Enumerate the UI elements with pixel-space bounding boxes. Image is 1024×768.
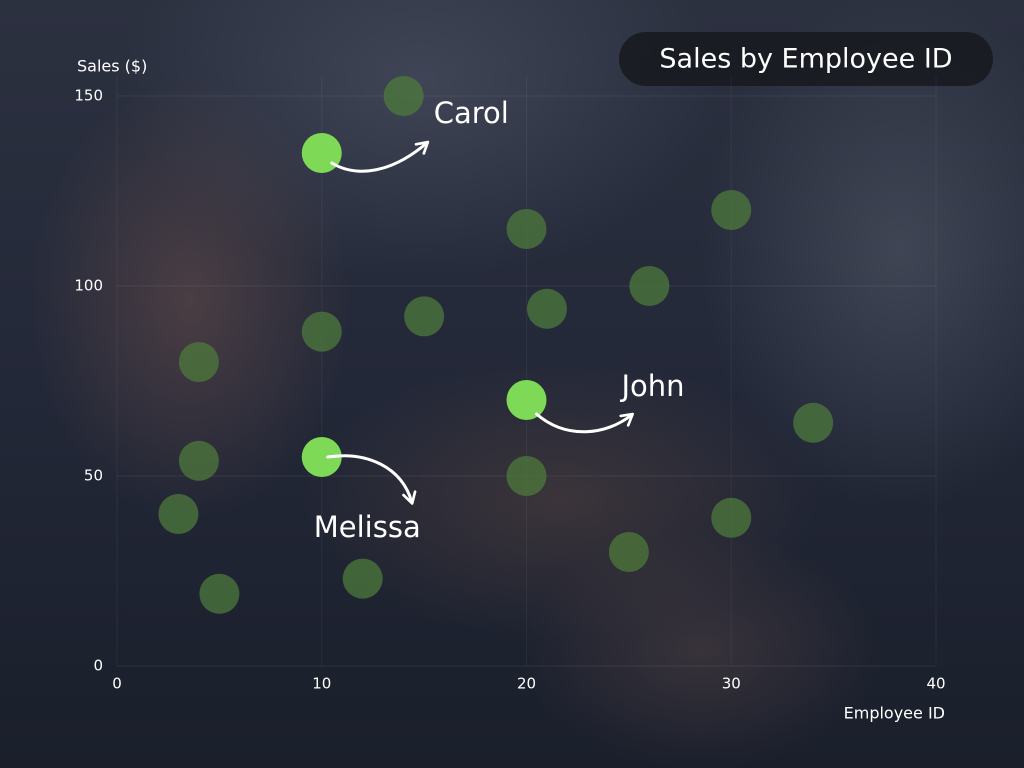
data-point bbox=[342, 558, 383, 599]
data-point bbox=[301, 311, 342, 352]
annotation-label: Carol bbox=[434, 96, 509, 130]
data-point bbox=[178, 342, 219, 382]
chart-title: Sales by Employee ID bbox=[659, 44, 952, 75]
annotation-arrow bbox=[330, 140, 430, 173]
annotation-label: Melissa bbox=[314, 510, 421, 544]
x-tick-label: 10 bbox=[312, 675, 331, 693]
data-point bbox=[793, 402, 834, 443]
data-point bbox=[629, 266, 670, 306]
x-axis-label: Employee ID bbox=[844, 704, 945, 723]
y-tick-label: 0 bbox=[93, 657, 103, 675]
data-point bbox=[608, 532, 649, 572]
data-point bbox=[199, 573, 240, 614]
x-tick-label: 0 bbox=[112, 675, 122, 693]
y-tick-label: 100 bbox=[74, 277, 103, 295]
x-tick-label: 40 bbox=[926, 675, 945, 693]
data-point bbox=[506, 456, 547, 496]
annotation-arrow bbox=[326, 454, 417, 505]
x-tick-label: 20 bbox=[517, 675, 536, 693]
data-point bbox=[711, 190, 752, 230]
y-tick-label: 150 bbox=[74, 87, 103, 105]
data-point bbox=[301, 133, 342, 173]
data-point bbox=[506, 380, 547, 420]
data-point bbox=[526, 288, 567, 329]
y-axis-label: Sales ($) bbox=[77, 57, 147, 76]
x-tick-label: 30 bbox=[722, 675, 741, 693]
annotation-arrow bbox=[535, 412, 635, 434]
y-tick-label: 50 bbox=[84, 467, 103, 485]
data-point bbox=[383, 76, 424, 116]
annotation-label: John bbox=[620, 369, 685, 403]
data-point bbox=[301, 437, 342, 477]
title-pill bbox=[619, 32, 993, 86]
data-point bbox=[506, 209, 547, 249]
data-point bbox=[158, 494, 199, 534]
data-point bbox=[404, 296, 445, 337]
data-point bbox=[711, 497, 752, 538]
data-point bbox=[178, 440, 219, 481]
